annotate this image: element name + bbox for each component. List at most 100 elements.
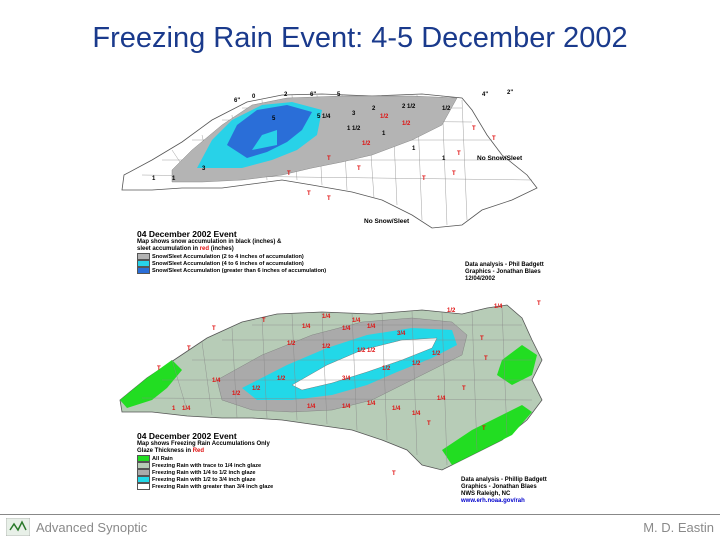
svg-text:1/2: 1/2 bbox=[382, 366, 391, 372]
svg-text:1: 1 bbox=[172, 176, 176, 182]
svg-text:1/2: 1/2 bbox=[412, 361, 421, 367]
svg-text:1: 1 bbox=[152, 176, 156, 182]
svg-text:T: T bbox=[212, 326, 216, 332]
footer-author-label: M. D. Eastin bbox=[643, 520, 714, 535]
svg-text:T: T bbox=[157, 366, 161, 372]
svg-text:2: 2 bbox=[372, 106, 376, 112]
glaze-legend-row-3: Freezing Rain with 1/4 to 1/2 inch glaze bbox=[137, 469, 273, 476]
glaze-legend-row-5: Freezing Rain with greater than 3/4 inch… bbox=[137, 483, 273, 490]
svg-text:T: T bbox=[187, 346, 191, 352]
snow-sleet-map: 0 2 6" 5 6" 4" 2" 5 5 1/4 3 2 2 1/2 1/2 1 1/2 1 3 1 1… bbox=[121, 90, 538, 229]
svg-text:3: 3 bbox=[352, 111, 356, 117]
svg-text:6": 6" bbox=[234, 98, 240, 104]
svg-text:1/2: 1/2 bbox=[252, 386, 261, 392]
svg-text:1/4: 1/4 bbox=[307, 404, 316, 410]
snow-legend-row-3: Snow/Sleet Accumulation (greater than 6 … bbox=[137, 267, 326, 274]
weather-logo-icon bbox=[6, 518, 30, 536]
svg-text:6": 6" bbox=[310, 92, 316, 98]
no-snow-south-label: No Snow/Sleet bbox=[364, 218, 410, 225]
svg-text:1/4: 1/4 bbox=[212, 378, 221, 384]
svg-text:1/4: 1/4 bbox=[494, 304, 503, 310]
rain-region-west bbox=[120, 360, 182, 408]
svg-text:2": 2" bbox=[507, 90, 513, 96]
svg-text:1/2: 1/2 bbox=[232, 391, 241, 397]
svg-text:T: T bbox=[482, 426, 486, 432]
svg-text:3/4: 3/4 bbox=[397, 331, 406, 337]
svg-text:5: 5 bbox=[337, 92, 341, 98]
svg-text:5 1/4: 5 1/4 bbox=[317, 114, 331, 120]
svg-text:1/4: 1/4 bbox=[367, 401, 376, 407]
svg-text:T: T bbox=[537, 301, 541, 307]
svg-text:5: 5 bbox=[272, 116, 276, 122]
rain-region-coast bbox=[442, 405, 532, 465]
svg-text:1/2: 1/2 bbox=[432, 351, 441, 357]
svg-text:1/4: 1/4 bbox=[367, 324, 376, 330]
svg-text:1/2: 1/2 bbox=[362, 141, 371, 147]
snow-legend: 04 December 2002 Event Map shows snow ac… bbox=[137, 229, 326, 274]
svg-text:1 1/2: 1 1/2 bbox=[347, 126, 361, 132]
svg-text:T: T bbox=[457, 151, 461, 157]
svg-text:T: T bbox=[287, 171, 291, 177]
svg-text:1/4: 1/4 bbox=[392, 406, 401, 412]
svg-text:1/2 1/2: 1/2 1/2 bbox=[357, 348, 376, 354]
svg-text:1: 1 bbox=[442, 156, 446, 162]
svg-text:T: T bbox=[327, 196, 331, 202]
svg-text:2 1/2: 2 1/2 bbox=[402, 104, 416, 110]
glaze-legend-title: 04 December 2002 Event bbox=[137, 431, 237, 441]
snow-legend-subtitle-2: sleet accumulation in red (inches) bbox=[137, 246, 234, 252]
svg-text:1/2: 1/2 bbox=[402, 121, 411, 127]
svg-text:T: T bbox=[452, 171, 456, 177]
svg-text:1/4: 1/4 bbox=[352, 318, 361, 324]
svg-text:2: 2 bbox=[284, 92, 288, 98]
glaze-over-threequarter-region bbox=[291, 337, 438, 391]
svg-text:1/4: 1/4 bbox=[302, 324, 311, 330]
glaze-legend-row-1: All Rain bbox=[137, 455, 273, 462]
glaze-legend-subtitle-2: Glaze Thickness in Red bbox=[137, 448, 205, 454]
svg-text:1/4: 1/4 bbox=[182, 406, 191, 412]
svg-text:1: 1 bbox=[382, 131, 386, 137]
glaze-legend-row-4: Freezing Rain with 1/2 to 3/4 inch glaze bbox=[137, 476, 273, 483]
footer-course-label: Advanced Synoptic bbox=[36, 520, 148, 535]
svg-text:1/2: 1/2 bbox=[287, 341, 296, 347]
svg-text:1/4: 1/4 bbox=[322, 314, 331, 320]
svg-text:1/2: 1/2 bbox=[380, 114, 389, 120]
glaze-credit: Data analysis - Phillip Badgett Graphics… bbox=[461, 477, 547, 504]
svg-text:1/2: 1/2 bbox=[322, 344, 331, 350]
snow-legend-title: 04 December 2002 Event bbox=[137, 229, 237, 239]
svg-text:T: T bbox=[357, 166, 361, 172]
svg-text:1/4: 1/4 bbox=[342, 404, 351, 410]
svg-text:T: T bbox=[492, 136, 496, 142]
snow-legend-row-1: Snow/Sleet Accumulation (2 to 4 inches o… bbox=[137, 253, 326, 260]
glaze-legend-subtitle-1: Map shows Freezing Rain Accumulations On… bbox=[137, 441, 270, 447]
svg-text:T: T bbox=[307, 191, 311, 197]
snow-legend-row-2: Snow/Sleet Accumulation (4 to 6 inches o… bbox=[137, 260, 326, 267]
svg-text:1/2: 1/2 bbox=[442, 106, 451, 112]
snow-credit: Data analysis - Phil Badgett Graphics - … bbox=[465, 262, 544, 282]
svg-text:T: T bbox=[262, 318, 266, 324]
svg-text:1/4: 1/4 bbox=[437, 396, 446, 402]
svg-text:T: T bbox=[422, 176, 426, 182]
svg-text:T: T bbox=[462, 386, 466, 392]
svg-text:T: T bbox=[480, 336, 484, 342]
slide-title: Freezing Rain Event: 4-5 December 2002 bbox=[92, 22, 628, 54]
svg-text:T: T bbox=[472, 126, 476, 132]
glaze-legend-row-2: Freezing Rain with trace to 1/4 inch gla… bbox=[137, 462, 273, 469]
svg-text:1/4: 1/4 bbox=[412, 411, 421, 417]
svg-text:0: 0 bbox=[252, 94, 256, 100]
svg-text:4": 4" bbox=[482, 92, 488, 98]
svg-text:3/4: 3/4 bbox=[342, 376, 351, 382]
svg-text:1/2: 1/2 bbox=[447, 308, 456, 314]
svg-text:1/4: 1/4 bbox=[342, 326, 351, 332]
svg-text:1: 1 bbox=[412, 146, 416, 152]
svg-text:T: T bbox=[327, 156, 331, 162]
rain-region-east bbox=[497, 345, 537, 385]
snow-over6-region bbox=[227, 105, 312, 158]
svg-text:1/2: 1/2 bbox=[277, 376, 286, 382]
freezing-rain-map: 1/41/41/21/4 T1/4 1/4 1/4 1/2 1/21/2 1/23/4… bbox=[119, 301, 543, 477]
svg-text:T: T bbox=[392, 471, 396, 477]
svg-text:3: 3 bbox=[202, 166, 206, 172]
svg-text:T: T bbox=[484, 356, 488, 362]
glaze-legend: 04 December 2002 Event Map shows Freezin… bbox=[137, 431, 273, 490]
no-snow-east-label: No Snow/Sleet bbox=[477, 155, 523, 162]
footer-divider bbox=[0, 514, 720, 515]
